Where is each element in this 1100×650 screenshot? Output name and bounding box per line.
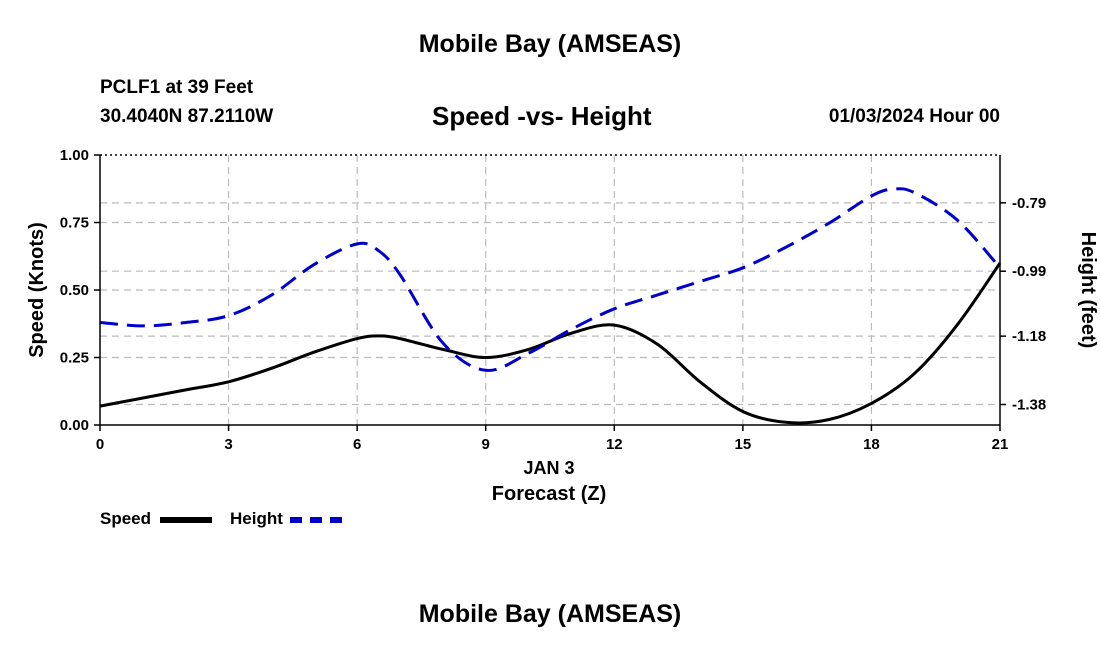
x-tick-label: 3 xyxy=(224,436,232,453)
y-tick-left-label: 0.25 xyxy=(60,350,89,367)
x-axis-title: Forecast (Z) xyxy=(492,483,606,505)
y-tick-right-label: -0.99 xyxy=(1012,263,1046,280)
x-axis-date-label: JAN 3 xyxy=(523,458,574,478)
axes: 0 3 6 9 12 15 18 21 0.00 0.25 0.50 0.75 1.00 -1.38 -1.… xyxy=(60,147,1046,453)
y-tick-left-label: 0.00 xyxy=(60,417,89,434)
speed-series-line xyxy=(99,262,1002,425)
y-axis-left-title: Speed (Knots) xyxy=(26,222,48,358)
height-series-line xyxy=(99,187,1002,372)
x-tick-label: 0 xyxy=(96,436,104,453)
legend-speed-swatch xyxy=(160,517,212,523)
y-axis-right-title: Height (feet) xyxy=(1077,232,1099,349)
x-tick-label: 6 xyxy=(353,436,361,453)
y-tick-right-label: -1.38 xyxy=(1012,396,1046,413)
x-tick-label: 15 xyxy=(735,436,752,453)
legend-height-swatch xyxy=(290,517,342,523)
chart-title: Mobile Bay (AMSEAS) xyxy=(418,30,682,58)
y-tick-left-label: 1.00 xyxy=(60,147,89,164)
series-layer xyxy=(99,187,1002,425)
x-tick-label: 9 xyxy=(482,436,490,453)
x-tick-label: 21 xyxy=(992,436,1009,453)
x-tick-label: 12 xyxy=(606,436,623,453)
legend-height-label: Height xyxy=(230,509,283,528)
forecast-datetime: 01/03/2024 Hour 00 xyxy=(828,106,1000,127)
station-label: PCLF1 at 39 Feet xyxy=(100,77,254,98)
coordinates-label: 30.4040N 87.2110W xyxy=(100,106,274,127)
y-tick-right-label: -0.79 xyxy=(1012,195,1046,212)
footer-title: Mobile Bay (AMSEAS) xyxy=(418,600,682,628)
y-tick-left-label: 0.75 xyxy=(60,215,89,232)
grid xyxy=(100,155,1000,425)
axis-labels: JAN 3 Forecast (Z) Speed (Knots) Height … xyxy=(26,222,1099,505)
y-tick-right-label: -1.18 xyxy=(1012,328,1046,345)
x-tick-label: 18 xyxy=(863,436,880,453)
legend-speed-label: Speed xyxy=(100,509,152,528)
chart-subtitle: Speed -vs- Height xyxy=(432,101,652,131)
y-tick-left-label: 0.50 xyxy=(60,282,89,299)
